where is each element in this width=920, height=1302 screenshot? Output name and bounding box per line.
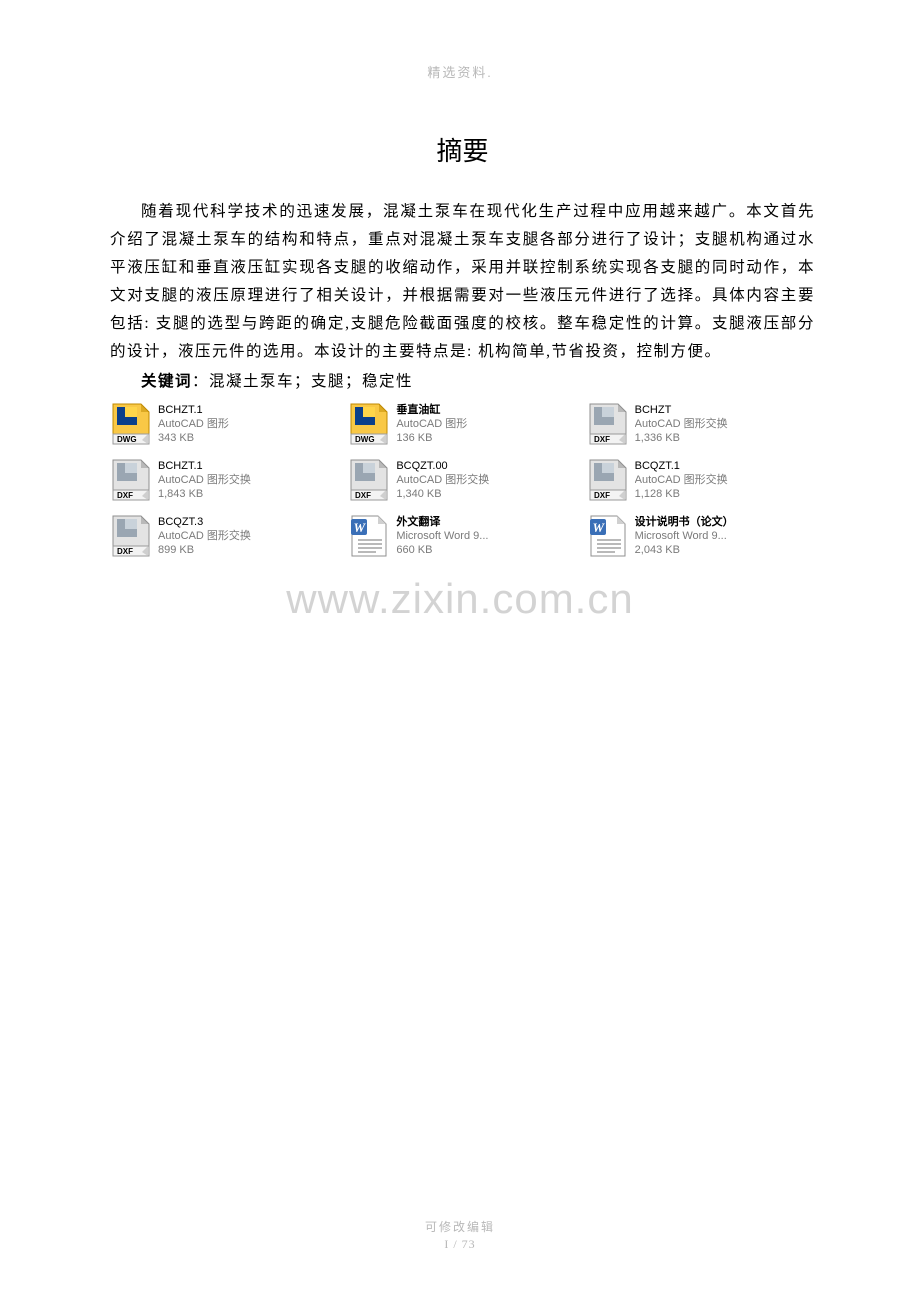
dwg-icon: DWG xyxy=(110,402,152,446)
watermark: www.zixin.com.cn xyxy=(286,575,633,623)
dxf-icon: DXF xyxy=(348,458,390,502)
svg-text:W: W xyxy=(354,520,367,535)
file-info: 设计说明书（论文） Microsoft Word 9... 2,043 KB xyxy=(635,514,734,557)
file-item[interactable]: DWG 垂直油缸 AutoCAD 图形 136 KB xyxy=(348,402,576,452)
keywords-value: ：混凝土泵车；支腿；稳定性 xyxy=(192,373,413,390)
file-type: AutoCAD 图形 xyxy=(158,417,229,431)
file-name: BCHZT.1 xyxy=(158,459,251,473)
file-name: BCQZT.00 xyxy=(396,459,489,473)
keywords-line: 关键词：混凝土泵车；支腿；稳定性 xyxy=(110,368,815,396)
file-item[interactable]: DXF BCHZT.1 AutoCAD 图形交换 1,843 KB xyxy=(110,458,338,508)
svg-text:DXF: DXF xyxy=(355,491,371,500)
dxf-icon: DXF xyxy=(110,458,152,502)
file-item[interactable]: DXF BCHZT AutoCAD 图形交换 1,336 KB xyxy=(587,402,815,452)
file-size: 660 KB xyxy=(396,543,488,557)
file-name: BCHZT.1 xyxy=(158,403,229,417)
file-item[interactable]: DXF BCQZT.1 AutoCAD 图形交换 1,128 KB xyxy=(587,458,815,508)
file-size: 2,043 KB xyxy=(635,543,734,557)
file-info: 外文翻译 Microsoft Word 9... 660 KB xyxy=(396,514,488,557)
file-info: BCQZT.3 AutoCAD 图形交换 899 KB xyxy=(158,514,251,557)
doc-icon: W xyxy=(587,514,629,558)
svg-text:DXF: DXF xyxy=(594,435,610,444)
file-info: 垂直油缸 AutoCAD 图形 136 KB xyxy=(396,402,467,445)
file-item[interactable]: W 设计说明书（论文） Microsoft Word 9... 2,043 KB xyxy=(587,514,815,564)
file-type: AutoCAD 图形交换 xyxy=(158,473,251,487)
file-name: 垂直油缸 xyxy=(396,403,467,417)
file-item[interactable]: W 外文翻译 Microsoft Word 9... 660 KB xyxy=(348,514,576,564)
svg-text:DXF: DXF xyxy=(117,547,133,556)
svg-text:W: W xyxy=(592,520,605,535)
dxf-icon: DXF xyxy=(110,514,152,558)
file-name: BCHZT xyxy=(635,403,728,417)
file-type: AutoCAD 图形交换 xyxy=(396,473,489,487)
file-info: BCHZT AutoCAD 图形交换 1,336 KB xyxy=(635,402,728,445)
file-size: 899 KB xyxy=(158,543,251,557)
dxf-icon: DXF xyxy=(587,458,629,502)
document-content: 摘要 随着现代科学技术的迅速发展，混凝土泵车在现代化生产过程中应用越来越广。本文… xyxy=(0,131,920,564)
svg-text:DWG: DWG xyxy=(355,435,375,444)
file-type: Microsoft Word 9... xyxy=(635,529,734,543)
file-size: 1,128 KB xyxy=(635,487,728,501)
file-size: 136 KB xyxy=(396,431,467,445)
file-type: AutoCAD 图形交换 xyxy=(158,529,251,543)
file-info: BCQZT.1 AutoCAD 图形交换 1,128 KB xyxy=(635,458,728,501)
svg-text:DXF: DXF xyxy=(117,491,133,500)
file-item[interactable]: DXF BCQZT.3 AutoCAD 图形交换 899 KB xyxy=(110,514,338,564)
file-type: AutoCAD 图形交换 xyxy=(635,473,728,487)
file-size: 343 KB xyxy=(158,431,229,445)
document-title: 摘要 xyxy=(110,131,815,168)
file-type: Microsoft Word 9... xyxy=(396,529,488,543)
keywords-label: 关键词 xyxy=(141,373,192,390)
svg-text:DWG: DWG xyxy=(117,435,137,444)
footer-line-1: 可修改编辑 xyxy=(0,1218,920,1235)
file-name: 设计说明书（论文） xyxy=(635,515,734,529)
file-type: AutoCAD 图形交换 xyxy=(635,417,728,431)
file-item[interactable]: DWG BCHZT.1 AutoCAD 图形 343 KB xyxy=(110,402,338,452)
dxf-icon: DXF xyxy=(587,402,629,446)
page-header: 精选资料. xyxy=(0,0,920,81)
dwg-icon: DWG xyxy=(348,402,390,446)
file-name: BCQZT.3 xyxy=(158,515,251,529)
file-info: BCHZT.1 AutoCAD 图形交换 1,843 KB xyxy=(158,458,251,501)
file-type: AutoCAD 图形 xyxy=(396,417,467,431)
footer-line-2: I / 73 xyxy=(0,1237,920,1252)
file-name: 外文翻译 xyxy=(396,515,488,529)
file-size: 1,336 KB xyxy=(635,431,728,445)
file-name: BCQZT.1 xyxy=(635,459,728,473)
doc-icon: W xyxy=(348,514,390,558)
abstract-paragraph: 随着现代科学技术的迅速发展，混凝土泵车在现代化生产过程中应用越来越广。本文首先介… xyxy=(110,198,815,366)
svg-text:DXF: DXF xyxy=(594,491,610,500)
page-footer: 可修改编辑 I / 73 xyxy=(0,1218,920,1252)
file-item[interactable]: DXF BCQZT.00 AutoCAD 图形交换 1,340 KB xyxy=(348,458,576,508)
file-info: BCHZT.1 AutoCAD 图形 343 KB xyxy=(158,402,229,445)
file-grid: DWG BCHZT.1 AutoCAD 图形 343 KB DWG 垂直油缸 A… xyxy=(110,402,815,564)
header-text: 精选资料. xyxy=(427,65,492,80)
file-info: BCQZT.00 AutoCAD 图形交换 1,340 KB xyxy=(396,458,489,501)
file-size: 1,843 KB xyxy=(158,487,251,501)
file-size: 1,340 KB xyxy=(396,487,489,501)
